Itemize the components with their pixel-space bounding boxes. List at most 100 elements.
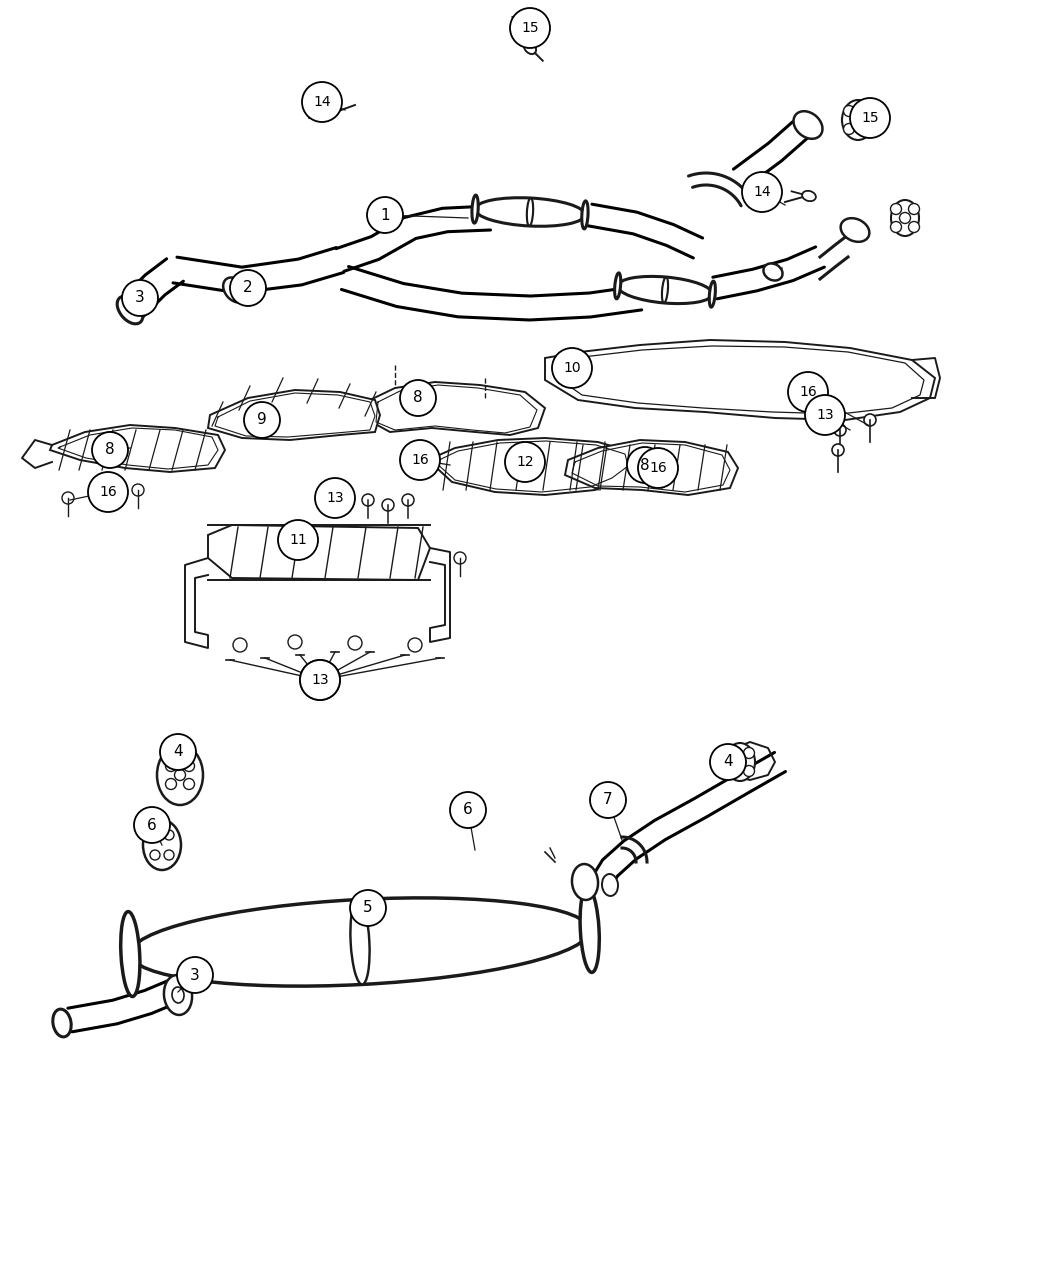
Circle shape <box>315 478 355 518</box>
Circle shape <box>552 348 592 388</box>
Polygon shape <box>368 382 545 435</box>
Ellipse shape <box>158 745 203 805</box>
Polygon shape <box>208 525 430 580</box>
Circle shape <box>450 792 486 827</box>
Ellipse shape <box>572 864 598 900</box>
Circle shape <box>230 270 266 306</box>
Circle shape <box>735 756 746 768</box>
Circle shape <box>166 779 176 789</box>
Ellipse shape <box>164 975 192 1015</box>
Circle shape <box>400 440 440 479</box>
Circle shape <box>134 807 170 843</box>
Circle shape <box>164 850 174 861</box>
Text: 8: 8 <box>414 390 423 405</box>
Text: 5: 5 <box>363 900 373 915</box>
Circle shape <box>900 213 910 223</box>
Circle shape <box>890 222 902 232</box>
Ellipse shape <box>580 887 600 973</box>
Ellipse shape <box>802 191 816 201</box>
Text: 16: 16 <box>412 453 428 467</box>
Ellipse shape <box>582 201 588 228</box>
Circle shape <box>233 638 247 652</box>
Polygon shape <box>428 439 635 495</box>
Text: 15: 15 <box>861 111 879 125</box>
Circle shape <box>400 380 436 416</box>
Circle shape <box>368 198 403 233</box>
Circle shape <box>638 448 678 488</box>
Polygon shape <box>208 390 380 440</box>
Circle shape <box>164 830 174 840</box>
Polygon shape <box>545 340 934 419</box>
Ellipse shape <box>614 273 621 298</box>
Circle shape <box>908 222 920 232</box>
Circle shape <box>743 765 755 776</box>
Ellipse shape <box>709 282 715 307</box>
Circle shape <box>742 172 782 212</box>
Text: 15: 15 <box>521 20 539 34</box>
Circle shape <box>454 552 466 564</box>
Ellipse shape <box>527 198 533 226</box>
Ellipse shape <box>662 277 668 303</box>
Circle shape <box>408 638 422 652</box>
Circle shape <box>510 8 550 48</box>
Text: 14: 14 <box>753 185 771 199</box>
Text: 13: 13 <box>311 673 329 687</box>
Text: 7: 7 <box>603 793 613 807</box>
Text: 13: 13 <box>311 673 329 687</box>
Ellipse shape <box>224 278 247 302</box>
Text: 4: 4 <box>173 745 183 760</box>
Circle shape <box>788 372 828 412</box>
Circle shape <box>362 493 374 506</box>
Text: 3: 3 <box>190 968 200 983</box>
Text: 16: 16 <box>99 484 117 499</box>
Ellipse shape <box>475 198 585 226</box>
Ellipse shape <box>471 195 478 223</box>
Circle shape <box>590 782 626 819</box>
Text: 16: 16 <box>799 385 817 399</box>
Text: 6: 6 <box>463 802 472 817</box>
Circle shape <box>864 414 876 426</box>
Ellipse shape <box>121 912 140 997</box>
Circle shape <box>150 830 160 840</box>
Circle shape <box>726 765 736 776</box>
Circle shape <box>92 432 128 468</box>
Circle shape <box>908 204 920 214</box>
Text: 6: 6 <box>147 817 156 833</box>
Circle shape <box>174 770 186 780</box>
Circle shape <box>177 958 213 993</box>
Ellipse shape <box>841 218 869 242</box>
Circle shape <box>805 395 845 435</box>
Circle shape <box>350 890 386 926</box>
Text: 4: 4 <box>723 755 733 770</box>
Circle shape <box>834 425 846 436</box>
Text: 8: 8 <box>105 442 114 458</box>
Ellipse shape <box>52 1009 71 1037</box>
Circle shape <box>244 402 280 439</box>
Polygon shape <box>565 440 738 495</box>
Ellipse shape <box>617 277 712 303</box>
Text: 13: 13 <box>816 408 834 422</box>
Text: 9: 9 <box>257 413 267 427</box>
Circle shape <box>160 734 196 770</box>
Circle shape <box>288 635 302 649</box>
Circle shape <box>843 124 855 134</box>
Circle shape <box>505 442 545 482</box>
Circle shape <box>861 106 873 116</box>
Circle shape <box>62 492 74 504</box>
Circle shape <box>302 82 342 122</box>
Text: 14: 14 <box>313 96 331 108</box>
Text: 2: 2 <box>244 280 253 296</box>
Ellipse shape <box>724 743 755 782</box>
Circle shape <box>150 850 160 861</box>
Circle shape <box>278 520 318 560</box>
Circle shape <box>184 760 194 771</box>
Ellipse shape <box>320 110 334 120</box>
Ellipse shape <box>602 875 618 896</box>
Ellipse shape <box>118 296 143 324</box>
Circle shape <box>402 493 414 506</box>
Circle shape <box>710 745 746 780</box>
Text: 16: 16 <box>649 462 667 476</box>
Circle shape <box>348 636 362 650</box>
Ellipse shape <box>763 264 782 280</box>
Circle shape <box>132 484 144 496</box>
